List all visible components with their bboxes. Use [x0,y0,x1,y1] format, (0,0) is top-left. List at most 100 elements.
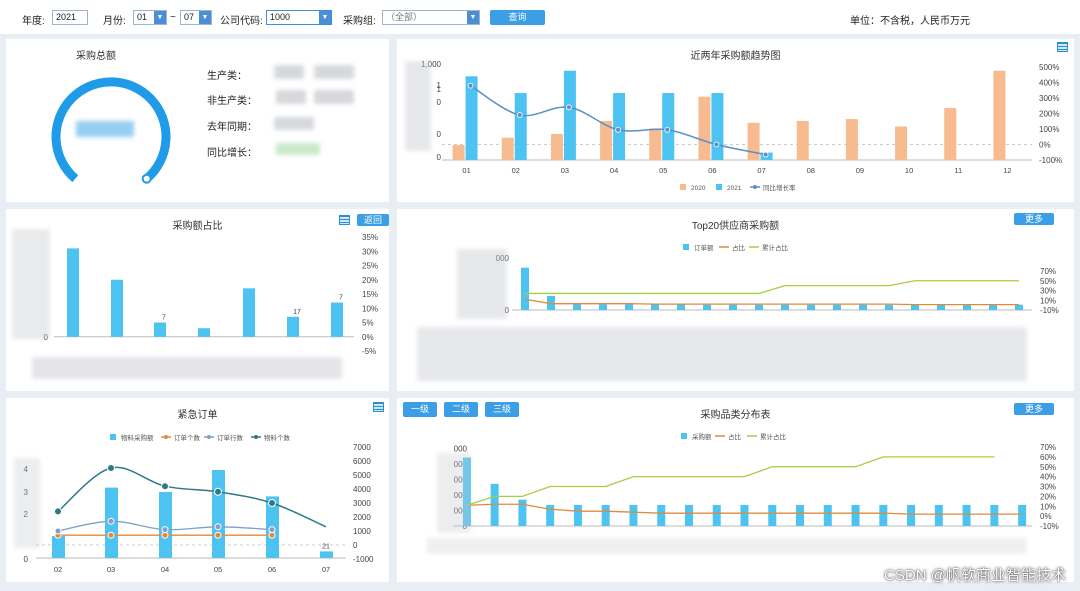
legend-dot-1 [164,435,168,439]
y-right-tick: 500% [1039,63,1059,72]
gauge-value-redacted [76,121,134,137]
month-to-select[interactable]: 07 ▼ [180,10,212,25]
year-input[interactable]: 2021 [52,10,88,25]
watermark-text: CSDN @帆软商业智能技术 [884,567,1066,584]
bar-2020 [698,96,711,160]
ratio-bar [198,328,210,337]
redacted-axis [457,249,507,319]
ratio-bar [243,288,255,337]
y-right-tick: 40% [1040,473,1056,482]
chevron-down-icon[interactable]: ▼ [467,11,479,24]
bar-2020 [944,107,957,160]
more-button[interactable]: 更多 [1014,213,1054,225]
supplier-bar [1015,304,1023,310]
supplier-bar [937,304,945,310]
y-right-tick: 7000 [353,443,371,452]
category-bar [629,504,638,526]
y-left-tick: 0 [505,306,510,315]
unit-note: 单位：不含税，人民币万元 [850,16,970,27]
y-right-tick: 2000 [353,513,371,522]
bar-data-label: 7 [339,295,343,302]
bar-data-label: 17 [293,309,301,316]
growth-point [566,104,572,111]
y-left-tick: 0 [437,98,442,107]
category-bar [768,504,777,526]
month-from-select[interactable]: 01 ▼ [133,10,167,25]
chevron-down-icon[interactable]: ▼ [154,11,166,24]
chevron-down-icon[interactable]: ▼ [199,11,211,24]
y-right-tick: 10% [362,304,378,313]
category-bar [684,504,693,526]
x-tick-label: 05 [214,565,222,574]
y-right-tick: 3000 [353,499,371,508]
chevron-down-icon[interactable]: ▼ [319,11,331,24]
category-bar [740,504,749,526]
legend-label-1: 2021 [727,185,742,192]
bar-2020 [600,120,613,160]
group-select[interactable]: （全部） ▼ [382,10,480,25]
category-panel: 采购品类分布表 一级 二级 三级 更多 70% 60% 50% 40% 30% 20% 10… [397,398,1074,582]
legend-label-0: 采购额 [692,432,712,441]
gauge-knob [141,173,152,184]
bar-2021 [662,93,675,160]
level-3-button[interactable]: 三级 [485,402,519,417]
material-count-point [214,487,222,496]
y-right-tick: -1000 [353,555,374,564]
legend-label-3: 物料个数 [264,433,291,442]
category-bar [712,504,721,526]
share-line [524,298,1019,306]
category-bar [490,483,499,526]
level-2-button[interactable]: 二级 [444,402,478,417]
panel-title: 采购总额 [76,51,116,62]
back-button[interactable]: 返回 [357,214,389,226]
y-left-tick: 2 [24,510,29,519]
category-bar [1018,504,1027,526]
y-right-tick: 70% [1040,267,1056,276]
table-view-icon[interactable] [1057,42,1068,52]
legend-swatch-0 [681,433,687,439]
legend-label-1: 订单个数 [174,433,201,442]
category-bar [796,504,805,526]
bar-2020 [895,126,908,160]
y-left-tick: 000 [454,491,468,500]
y-right-tick: 50% [1040,277,1056,286]
y-right-tick: 25% [362,262,378,271]
legend-label-0: 2020 [691,185,706,192]
order-count-point [214,531,222,539]
y-right-tick: 20% [362,276,378,285]
category-bar [823,504,832,526]
x-tick-label: 12 [1003,166,1011,175]
category-bar [546,504,555,526]
more-button[interactable]: 更多 [1014,403,1054,415]
ratio-bar [111,279,123,337]
y-right-tick: 5% [362,319,374,328]
supplier-bar [755,304,763,310]
level-1-button[interactable]: 一级 [403,402,437,417]
y-right-tick: -10% [1040,522,1059,531]
category-bar [879,504,888,526]
legend-label-0: 订单额 [694,243,714,252]
company-select[interactable]: 1000 ▼ [266,10,332,25]
table-view-icon[interactable] [339,215,350,225]
month-label: 月份: [103,16,126,27]
bar-2020 [501,137,514,160]
y-right-tick: 70% [1040,443,1056,452]
x-tick-label: 10 [905,166,913,175]
redacted-categories [417,327,1027,381]
panel-title: 采购额占比 [172,221,223,232]
growth-point [516,112,523,118]
category-bar [907,504,916,526]
table-view-icon[interactable] [373,402,384,412]
year-label: 年度: [22,16,45,27]
supplier-bar [885,304,893,310]
query-button[interactable]: 查询 [490,10,545,25]
bar-2021 [613,93,626,160]
x-tick-label: 01 [462,166,470,175]
company-value: 1000 [270,12,291,22]
bar-2020 [796,120,809,160]
bar-2021 [465,76,478,160]
material-count-line [57,466,327,528]
x-tick-label: 06 [268,565,276,574]
y-right-tick: -10% [1040,306,1059,315]
